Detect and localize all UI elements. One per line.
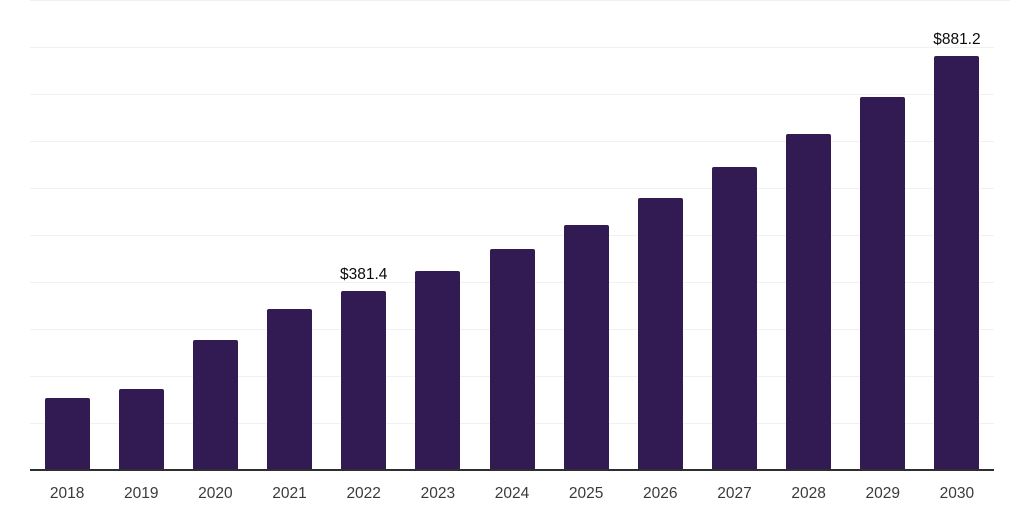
- data-label-2022: $381.4: [339, 265, 388, 283]
- bar-2025[interactable]: [563, 224, 609, 470]
- x-axis-label-2030: 2030: [939, 485, 975, 502]
- bar-2027[interactable]: [711, 167, 757, 470]
- x-axis-label-2019: 2019: [123, 485, 159, 502]
- bar-2024[interactable]: [489, 249, 535, 470]
- bar-2026[interactable]: [637, 197, 683, 470]
- gridline: [30, 94, 994, 95]
- gridline: [30, 188, 994, 189]
- bar-2030[interactable]: [934, 55, 980, 470]
- bar-2021[interactable]: [267, 309, 313, 470]
- bar-2023[interactable]: [415, 270, 461, 470]
- x-axis-label-2018: 2018: [49, 485, 85, 502]
- x-axis-label-2027: 2027: [717, 485, 752, 502]
- gridline: [30, 0, 1010, 1]
- gridline: [30, 47, 994, 48]
- x-axis-label-2024: 2024: [494, 485, 530, 502]
- x-axis-label-2021: 2021: [272, 485, 307, 502]
- bar-2019[interactable]: [118, 389, 164, 470]
- bar-2020[interactable]: [192, 340, 238, 470]
- x-axis-label-2025: 2025: [568, 485, 604, 502]
- x-axis-line: [30, 469, 994, 471]
- x-axis-label-2023: 2023: [420, 485, 456, 502]
- x-axis-label-2028: 2028: [791, 485, 826, 502]
- bar-2029[interactable]: [860, 97, 906, 470]
- x-axis-label-2029: 2029: [865, 485, 900, 502]
- bar-2028[interactable]: [786, 134, 832, 470]
- data-label-2030: $881.2: [933, 30, 981, 48]
- bar-2022[interactable]: [341, 290, 387, 470]
- x-axis-label-2020: 2020: [198, 485, 233, 502]
- x-axis-label-2026: 2026: [643, 485, 678, 502]
- bar-2018[interactable]: [44, 397, 90, 470]
- gridline: [30, 141, 994, 142]
- x-axis-label-2022: 2022: [346, 485, 381, 502]
- gridline: [30, 235, 994, 236]
